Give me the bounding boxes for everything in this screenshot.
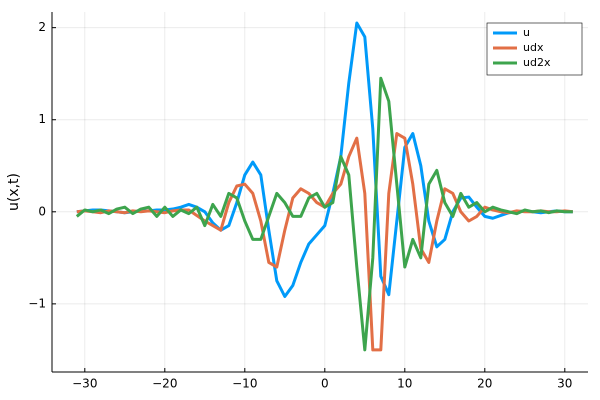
y-tick-label: −1 (28, 296, 46, 310)
x-tick-label: 10 (397, 377, 412, 391)
y-axis-label: u(x,t) (6, 173, 22, 211)
x-tick-label: −20 (152, 377, 177, 391)
x-tick-label: −10 (232, 377, 257, 391)
line (75, 76, 573, 352)
x-tick-label: 30 (557, 377, 572, 391)
line (76, 21, 573, 299)
x-tick-label: 20 (477, 377, 492, 391)
y-tick-label: 0 (38, 204, 46, 218)
legend-label: u (523, 26, 530, 39)
legend-label: ud2x (523, 56, 551, 69)
x-tick-label: 0 (321, 377, 329, 391)
x-tick-label: −30 (72, 377, 97, 391)
legend-label: udx (523, 41, 544, 54)
y-tick-label: 1 (38, 112, 46, 126)
y-tick-label: 2 (38, 20, 46, 34)
